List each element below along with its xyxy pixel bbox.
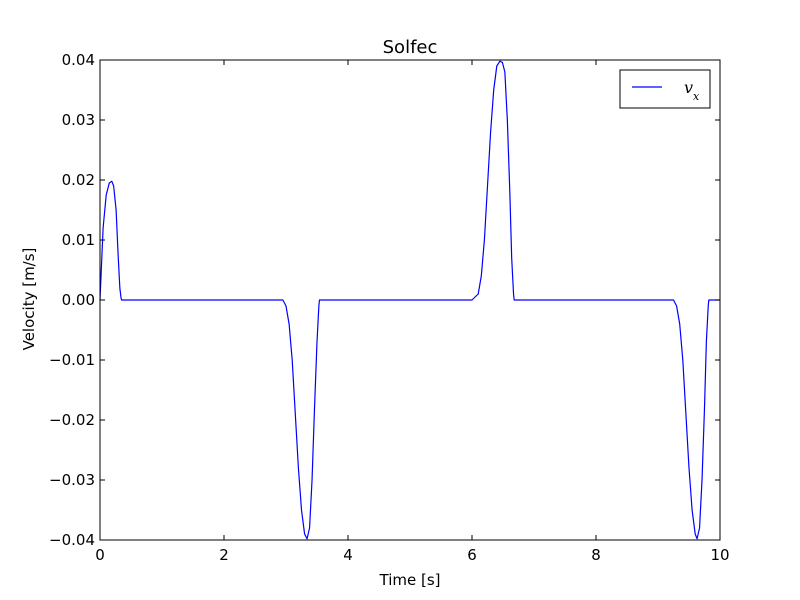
- y-tick-label: 0.00: [62, 291, 95, 309]
- x-tick-label: 0: [95, 546, 105, 564]
- y-tick-label: −0.04: [49, 531, 95, 549]
- x-tick-label: 4: [343, 546, 353, 564]
- x-tick-label: 6: [467, 546, 477, 564]
- y-tick-label: 0.03: [62, 111, 95, 129]
- legend-box: [619, 69, 711, 109]
- x-tick-label: 10: [710, 546, 729, 564]
- y-tick-label: 0.01: [62, 231, 95, 249]
- y-tick-label: −0.01: [49, 351, 95, 369]
- plot-area: 0 2 4 6 8 10 0.04 0.03 0.02 0.01 0.00 −0.01 −0.02 −0.…: [49, 51, 730, 564]
- series-line-0: [99, 60, 720, 540]
- legend: vx: [619, 69, 711, 109]
- y-tick-label: 0.02: [62, 171, 95, 189]
- x-tick-label: 2: [219, 546, 229, 564]
- chart-title: Solfec: [383, 37, 438, 58]
- x-axis-label: Time [s]: [379, 571, 441, 589]
- y-axis-label: Velocity [m/s]: [20, 248, 38, 351]
- x-tick-label: 8: [591, 546, 601, 564]
- y-tick-label: −0.03: [49, 471, 95, 489]
- y-tick-label: −0.02: [49, 411, 95, 429]
- y-tick-label: 0.04: [62, 51, 95, 69]
